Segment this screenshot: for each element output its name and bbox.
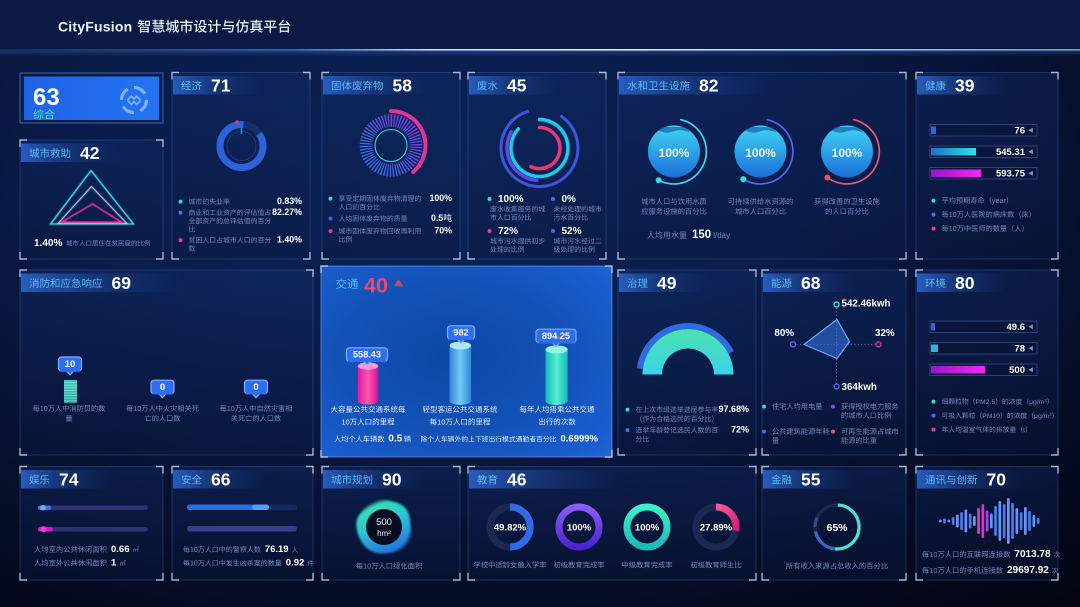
svg-text:10: 10	[133, 404, 141, 413]
svg-text:10: 10	[341, 418, 349, 427]
svg-text:78: 78	[1014, 344, 1025, 355]
svg-text:0.6999%: 0.6999%	[561, 434, 599, 445]
svg-text:100%: 100%	[429, 193, 452, 203]
svg-text:10: 10	[40, 404, 48, 413]
svg-text:68: 68	[801, 273, 821, 293]
svg-text:10: 10	[949, 224, 957, 233]
svg-text:55: 55	[801, 470, 821, 490]
svg-text:100%: 100%	[745, 146, 776, 160]
svg-text:49: 49	[657, 273, 677, 293]
svg-text:97.68%: 97.68%	[718, 404, 749, 414]
svg-text:45: 45	[507, 76, 527, 96]
svg-text:10: 10	[190, 547, 198, 554]
svg-text:100%: 100%	[567, 523, 592, 534]
svg-text:PM10: PM10	[982, 413, 1000, 420]
svg-text:80: 80	[955, 273, 975, 293]
svg-text:46: 46	[507, 470, 527, 490]
svg-text:100%: 100%	[498, 194, 524, 205]
svg-text:65%: 65%	[826, 522, 848, 534]
svg-text:t: t	[1023, 427, 1025, 434]
svg-text:μg/m³: μg/m³	[1034, 413, 1052, 420]
svg-text:82.27%: 82.27%	[272, 207, 302, 217]
svg-text:0.83%: 0.83%	[277, 196, 302, 206]
svg-text:58: 58	[393, 76, 413, 96]
svg-text:70%: 70%	[434, 226, 452, 236]
svg-text:10: 10	[949, 210, 957, 219]
svg-text:76.19: 76.19	[265, 544, 289, 555]
svg-text:72%: 72%	[498, 226, 518, 237]
svg-text:39: 39	[955, 76, 975, 96]
svg-text:0.5: 0.5	[388, 434, 402, 445]
svg-text:μg/m³: μg/m³	[1029, 399, 1047, 406]
svg-text:10: 10	[65, 359, 76, 370]
svg-text:558.43: 558.43	[353, 350, 381, 360]
svg-text:150: 150	[692, 229, 711, 241]
svg-text:PM2.5: PM2.5	[976, 399, 996, 406]
svg-text:32%: 32%	[875, 328, 895, 339]
svg-text:49.6: 49.6	[1007, 322, 1026, 333]
svg-text:500: 500	[376, 517, 392, 528]
svg-text:71: 71	[211, 76, 231, 96]
svg-text:76: 76	[1014, 126, 1025, 137]
svg-text:7013.78: 7013.78	[1014, 549, 1051, 560]
svg-text:1: 1	[111, 558, 117, 569]
svg-text:10: 10	[190, 561, 198, 568]
svg-text:1.40%: 1.40%	[34, 238, 62, 249]
svg-text:69: 69	[112, 273, 132, 293]
svg-text:74: 74	[59, 470, 79, 490]
svg-text:0.5: 0.5	[431, 213, 443, 223]
svg-text:CityFusion: CityFusion	[58, 19, 132, 35]
svg-text:l/day: l/day	[713, 231, 730, 240]
svg-text:0: 0	[160, 382, 165, 393]
svg-text:982: 982	[453, 328, 468, 338]
svg-text:70: 70	[987, 470, 1007, 490]
svg-text:894.25: 894.25	[542, 331, 570, 341]
svg-text:82: 82	[699, 76, 719, 96]
svg-text:10: 10	[929, 566, 937, 575]
svg-text:49.82%: 49.82%	[494, 523, 527, 534]
svg-text:10: 10	[363, 562, 371, 571]
svg-text:42: 42	[80, 143, 100, 163]
svg-text:0%: 0%	[562, 194, 577, 205]
svg-text:0.66: 0.66	[111, 544, 130, 555]
svg-text:90: 90	[382, 470, 402, 490]
svg-text:40: 40	[364, 274, 388, 298]
svg-text:500: 500	[1009, 365, 1025, 376]
svg-text:52%: 52%	[562, 226, 582, 237]
svg-text:100%: 100%	[832, 146, 863, 160]
svg-text:66: 66	[211, 470, 231, 490]
svg-text:10: 10	[227, 404, 235, 413]
svg-text:hm²: hm²	[377, 529, 391, 538]
svg-text:10: 10	[437, 418, 445, 427]
svg-text:542.46kwh: 542.46kwh	[842, 299, 891, 310]
svg-text:100%: 100%	[635, 523, 660, 534]
svg-text:364kwh: 364kwh	[842, 382, 877, 393]
svg-text:63: 63	[33, 84, 60, 111]
svg-text:0.92: 0.92	[286, 558, 305, 569]
svg-text:545.31: 545.31	[996, 147, 1026, 158]
svg-text:27.89%: 27.89%	[700, 523, 733, 534]
svg-text:72%: 72%	[731, 425, 749, 435]
svg-text:10: 10	[929, 550, 937, 559]
svg-text:0: 0	[253, 382, 258, 393]
svg-text:1.40%: 1.40%	[277, 235, 302, 245]
svg-text:year: year	[992, 196, 1007, 205]
svg-text:100%: 100%	[659, 146, 690, 160]
svg-text:80%: 80%	[774, 328, 794, 339]
svg-text:593.75: 593.75	[996, 169, 1026, 180]
svg-text:29697.92: 29697.92	[1007, 565, 1049, 576]
